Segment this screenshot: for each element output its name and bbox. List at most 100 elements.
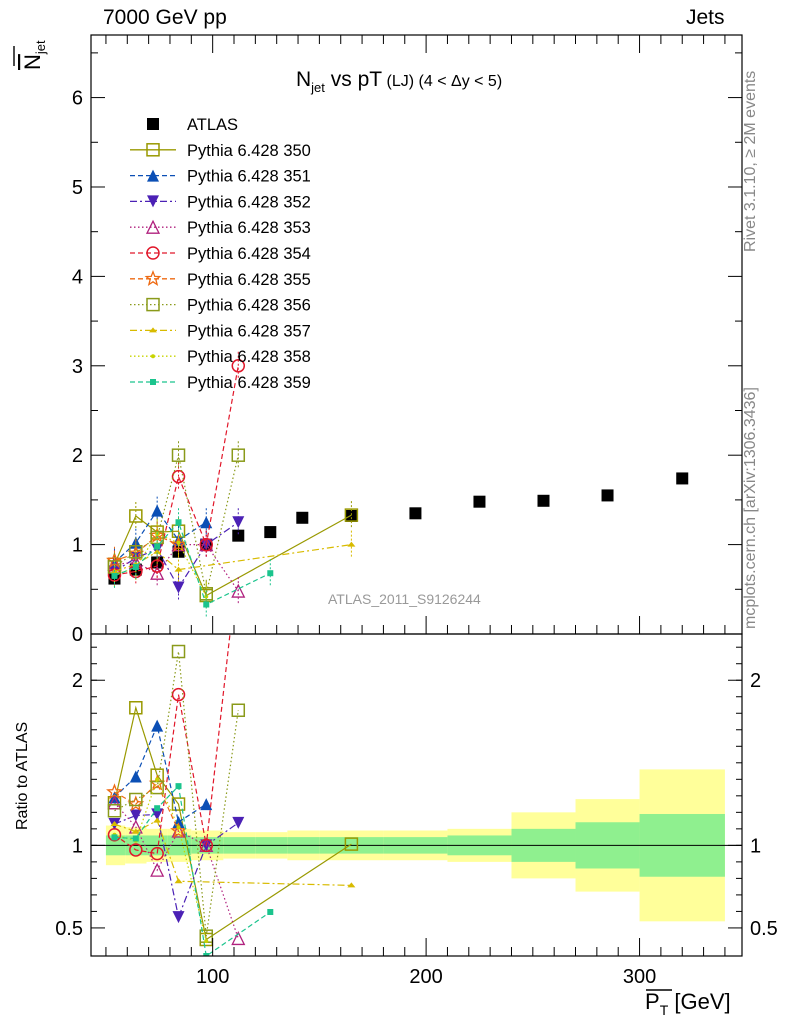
legend-item: Pythia 6.428 353 <box>130 219 311 237</box>
series-line <box>114 802 239 939</box>
ratio-point <box>171 687 186 702</box>
data-point <box>175 519 182 526</box>
beam-energy-label: 7000 GeV pp <box>103 6 227 29</box>
ratio-point <box>155 777 160 782</box>
series-line <box>114 521 271 606</box>
data-point <box>199 537 214 552</box>
series-line <box>114 723 207 824</box>
data-point <box>154 543 161 550</box>
x-label-symbol: P <box>645 989 660 1014</box>
data-point <box>409 507 422 520</box>
ratio-point <box>175 783 182 790</box>
data-point <box>111 572 118 579</box>
ratio-point <box>203 953 210 956</box>
data-point <box>537 494 550 507</box>
analysis-id-label: ATLAS_2011_S9126244 <box>328 591 481 607</box>
ratio-y-tick-label-right: 1 <box>750 835 761 857</box>
data-point <box>127 544 145 561</box>
legend-label: Pythia 6.428 353 <box>187 219 311 237</box>
x-tick-label: 300 <box>623 966 656 988</box>
ratio-point <box>106 783 123 800</box>
data-point <box>132 563 139 570</box>
ratio-point <box>204 939 209 944</box>
x-tick-label: 200 <box>409 966 442 988</box>
ratio-bands <box>91 769 742 922</box>
data-point <box>347 541 356 547</box>
ratio-point <box>129 792 143 807</box>
legend-label: Pythia 6.428 358 <box>187 348 311 366</box>
data-point <box>171 469 186 484</box>
series-line <box>114 534 179 562</box>
x-tick-label: 100 <box>196 966 229 988</box>
ratio-y-tick-label: 0.5 <box>55 918 83 940</box>
data-point <box>345 509 358 522</box>
y-tick-label: 4 <box>72 266 83 288</box>
ratio-y-tick-label: 2 <box>72 670 83 692</box>
ratio-axis-label: Ratio to ATLAS <box>14 721 31 831</box>
legend-marker <box>144 270 162 286</box>
ratio-point <box>154 805 161 812</box>
data-point <box>296 511 309 524</box>
ratio-point <box>344 837 359 851</box>
ratio-point <box>232 816 245 829</box>
y-tick-label: 2 <box>72 445 83 467</box>
ratio-point <box>131 828 140 834</box>
series-line <box>114 634 231 855</box>
main-series <box>106 351 689 619</box>
legend-item: Pythia 6.428 358 <box>130 348 311 366</box>
ratio-point <box>170 822 187 839</box>
title-rest: vs pT <box>325 68 382 91</box>
ratio-point <box>231 703 246 718</box>
data-point <box>171 448 186 462</box>
legend-marker <box>147 118 159 130</box>
legend-marker <box>146 143 160 157</box>
legend-marker <box>150 379 156 385</box>
y-label-subscript: jet <box>33 40 48 55</box>
ratio-point <box>150 780 164 795</box>
axes-frame: 0 1 2 3 4 5 6 0.5 0.5 1 1 2 2 100 200 300 <box>13 34 778 991</box>
ratio-point <box>200 798 213 811</box>
series-line <box>114 813 239 920</box>
legend-marker <box>147 169 159 182</box>
ratio-point <box>110 821 119 827</box>
series-line <box>114 782 180 832</box>
ratio-point <box>231 930 246 946</box>
legend-marker <box>147 195 159 208</box>
y-tick-label: 0 <box>72 624 83 646</box>
ratio-point <box>150 862 165 877</box>
data-point <box>264 526 277 539</box>
legend-item: Pythia 6.428 354 <box>130 245 311 263</box>
ratio-frame <box>90 633 743 957</box>
series-line <box>114 521 239 589</box>
ratio-point <box>171 797 186 811</box>
data-point <box>601 489 614 502</box>
legend-marker <box>145 219 161 234</box>
ratio-point <box>127 795 145 812</box>
ratio-point <box>153 817 162 823</box>
ratio-point <box>151 719 164 732</box>
ratio-point <box>267 908 274 915</box>
ratio-point <box>151 808 164 821</box>
legend-item: ATLAS <box>147 116 238 134</box>
ratio-point <box>129 843 143 857</box>
data-point <box>150 565 165 580</box>
legend-label: Pythia 6.428 355 <box>187 271 311 289</box>
ratio-point <box>174 878 183 884</box>
legend-marker <box>146 246 160 260</box>
legend-label: Pythia 6.428 354 <box>187 245 311 263</box>
data-point <box>344 508 359 522</box>
ratio-point <box>347 882 356 888</box>
x-label-unit: [GeV] <box>668 989 730 1014</box>
ratio-point <box>129 809 142 822</box>
y-axis-label: Njet <box>20 40 48 70</box>
ratio-point <box>199 838 214 853</box>
ratio-point <box>150 846 164 861</box>
ratio-y-tick-label-right: 0.5 <box>750 918 778 940</box>
ratio-point <box>107 827 122 842</box>
legend-item: Pythia 6.428 351 <box>130 168 311 186</box>
ratio-point <box>129 770 142 783</box>
x-axis-label: PT [GeV] <box>645 989 731 1018</box>
series-line <box>114 651 239 937</box>
ratio-point <box>132 835 139 842</box>
